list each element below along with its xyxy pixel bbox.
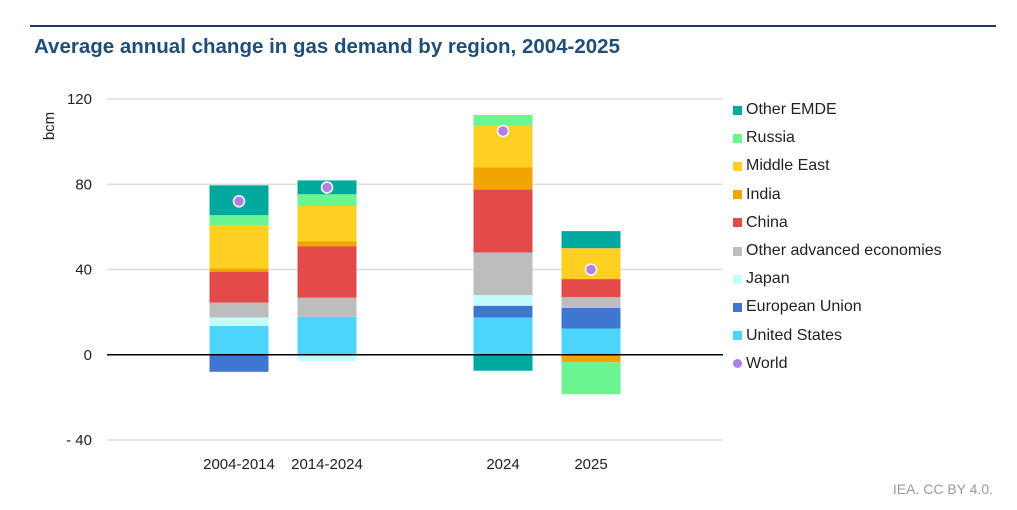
legend-item: Russia bbox=[733, 124, 942, 152]
bar-segment-middle-east bbox=[297, 205, 357, 242]
legend-swatch-icon bbox=[733, 133, 742, 143]
x-tick-label: 2004-2014 bbox=[203, 456, 275, 473]
legend-label: United States bbox=[746, 326, 843, 344]
x-tick-label: 2014-2024 bbox=[291, 456, 363, 473]
chart-title: Average annual change in gas demand by r… bbox=[34, 35, 620, 58]
bar-segment-other-emde bbox=[473, 354, 533, 371]
bar-segment-other-advanced-economies bbox=[561, 297, 621, 308]
legend-swatch-icon bbox=[733, 161, 742, 171]
bar-segment-india bbox=[473, 167, 533, 190]
legend-label: Middle East bbox=[746, 157, 830, 175]
world-point bbox=[320, 181, 334, 194]
legend-item: Japan bbox=[733, 265, 942, 293]
bar-segment-european-union bbox=[473, 305, 533, 318]
bar-segment-other-emde bbox=[561, 231, 621, 249]
legend-item: Middle East bbox=[733, 152, 942, 180]
bar-segment-japan bbox=[297, 354, 357, 362]
legend-item: Other EMDE bbox=[733, 96, 942, 124]
bar-segment-european-union bbox=[561, 307, 621, 329]
legend-item: World bbox=[733, 350, 942, 378]
bar-segment-japan bbox=[209, 317, 269, 326]
bar-segment-russia bbox=[561, 362, 621, 395]
top-rule bbox=[30, 25, 996, 27]
bar-segment-united-states bbox=[297, 316, 357, 355]
y-tick-label: 40 bbox=[75, 262, 92, 279]
bar-segment-china bbox=[209, 271, 269, 303]
legend-swatch-icon bbox=[733, 274, 742, 284]
x-tick-label: 2025 bbox=[574, 456, 607, 473]
bar-segment-united-states bbox=[561, 328, 621, 355]
legend-swatch-icon bbox=[733, 190, 742, 200]
bar-segment-russia bbox=[209, 215, 269, 226]
bar-segment-middle-east bbox=[209, 225, 269, 269]
legend-dot-icon bbox=[733, 359, 742, 369]
bar-segment-european-union bbox=[209, 354, 269, 372]
x-tick-label: 2024 bbox=[486, 456, 519, 473]
bar-segment-china bbox=[473, 189, 533, 253]
legend-label: World bbox=[746, 354, 788, 372]
bar-segment-china bbox=[561, 279, 621, 298]
bar-segment-india bbox=[561, 354, 621, 363]
bar-segment-china bbox=[297, 246, 357, 298]
world-point bbox=[584, 263, 598, 276]
bar-segment-india bbox=[209, 268, 269, 272]
bar-segment-japan bbox=[473, 295, 533, 306]
legend-item: Other advanced economies bbox=[733, 237, 942, 265]
legend-item: India bbox=[733, 181, 942, 209]
legend-item: China bbox=[733, 209, 942, 237]
legend-label: Russia bbox=[746, 129, 795, 147]
legend-swatch-icon bbox=[733, 331, 742, 341]
legend-swatch-icon bbox=[733, 246, 742, 256]
bar-segment-other-advanced-economies bbox=[297, 297, 357, 317]
legend-label: China bbox=[746, 213, 788, 231]
legend-swatch-icon bbox=[733, 302, 742, 312]
bar-segment-russia bbox=[297, 194, 357, 206]
bar-segment-other-advanced-economies bbox=[473, 252, 533, 296]
legend-label: Japan bbox=[746, 270, 790, 288]
y-tick-label: 120 bbox=[67, 91, 92, 108]
legend-item: European Union bbox=[733, 293, 942, 321]
legend-swatch-icon bbox=[733, 105, 742, 115]
world-point bbox=[496, 124, 510, 138]
bar-segment-russia bbox=[473, 114, 533, 126]
y-tick-label: 80 bbox=[75, 176, 92, 193]
legend-item: United States bbox=[733, 322, 942, 350]
legend-label: Other EMDE bbox=[746, 101, 837, 119]
bar-segment-united-states bbox=[209, 325, 269, 355]
world-point bbox=[232, 195, 246, 208]
legend-swatch-icon bbox=[733, 218, 742, 228]
bar-segment-united-states bbox=[473, 317, 533, 355]
source-note: IEA. CC BY 4.0. bbox=[892, 481, 993, 497]
legend-label: European Union bbox=[746, 298, 862, 316]
legend-label: India bbox=[746, 185, 781, 203]
legend-label: Other advanced economies bbox=[746, 242, 942, 260]
y-tick-label: 0 bbox=[84, 347, 92, 364]
y-tick-label: - 40 bbox=[66, 432, 92, 449]
legend: Other EMDE Russia Middle East India China Oth… bbox=[733, 96, 942, 378]
bar-segment-other-advanced-economies bbox=[209, 302, 269, 318]
bar-segment-india bbox=[297, 241, 357, 247]
y-axis-label: bcm bbox=[41, 112, 58, 140]
